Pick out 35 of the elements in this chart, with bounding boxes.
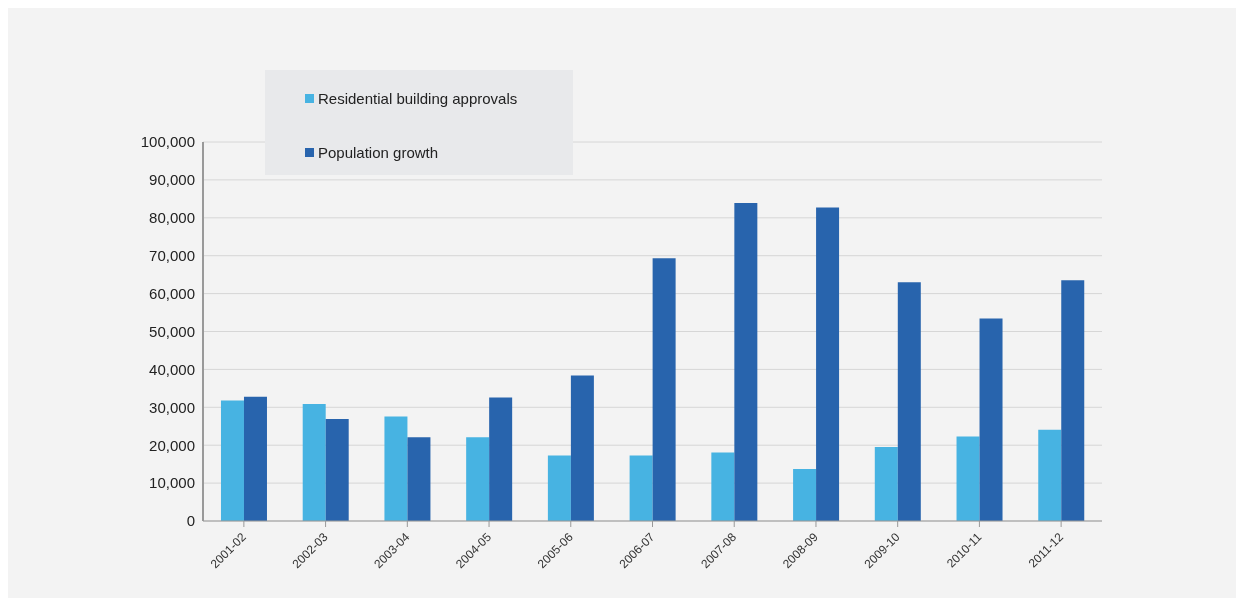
legend-label: Residential building approvals	[318, 89, 518, 107]
bar	[816, 207, 840, 521]
bar	[302, 403, 326, 521]
y-tick-label: 50,000	[149, 322, 195, 340]
bar	[652, 258, 676, 521]
y-tick-label: 80,000	[149, 209, 195, 227]
bar	[570, 375, 594, 521]
bar	[629, 455, 653, 521]
bar	[220, 400, 244, 521]
bar	[979, 318, 1003, 521]
y-tick-label: 30,000	[149, 398, 195, 416]
bar	[407, 437, 431, 521]
y-tick-label: 70,000	[149, 247, 195, 265]
y-tick-label: 20,000	[149, 436, 195, 454]
bar	[711, 452, 735, 521]
y-tick-label: 60,000	[149, 284, 195, 302]
y-tick-label: 10,000	[149, 474, 195, 492]
bar	[243, 396, 267, 521]
bar	[897, 282, 921, 521]
y-tick-label: 100,000	[140, 133, 195, 151]
bar	[384, 416, 408, 521]
bar	[466, 437, 490, 521]
bar	[547, 455, 571, 521]
bar	[734, 203, 758, 521]
bar	[489, 397, 513, 521]
bar	[1038, 429, 1062, 521]
bar	[793, 469, 817, 521]
y-tick-label: 0	[186, 512, 195, 530]
bar	[956, 436, 980, 521]
y-tick-label: 90,000	[149, 171, 195, 189]
bar	[874, 447, 898, 521]
bar	[325, 419, 349, 521]
y-tick-label: 40,000	[149, 360, 195, 378]
bar	[1061, 280, 1085, 521]
legend-label: Population growth	[318, 143, 439, 161]
